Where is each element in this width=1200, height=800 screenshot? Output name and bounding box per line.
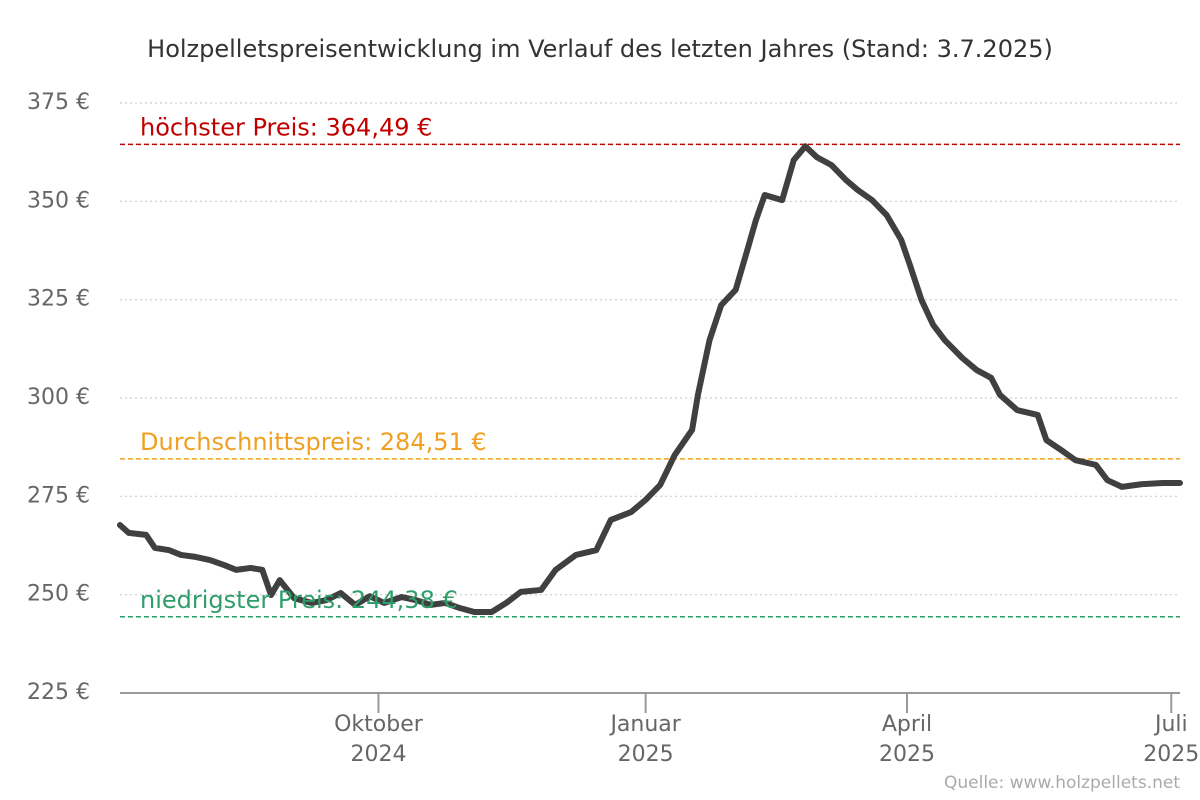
x-tick-label: April 2025 [879,712,935,767]
y-tick-label: 300 € [27,385,90,410]
x-tick-label-line: Januar [608,712,681,737]
x-tick-label: Oktober 2024 [334,712,424,767]
y-tick-label: 325 € [27,287,90,312]
source: Quelle: www.holzpellets.net [944,773,1180,793]
y-tick-label: 275 € [27,483,90,508]
x-tick-label-line: Oktober [334,712,424,737]
reference-label: niedrigster Preis: 244,38 € [140,586,458,614]
x-tick-label-line: 2024 [350,742,406,767]
x-tick-label: Juli 2025 [1143,712,1199,767]
reference-label: höchster Preis: 364,49 € [140,113,432,141]
x-tick-label-line: 2025 [879,742,935,767]
y-tick-label: 350 € [27,188,90,213]
x-tick-label-line: 2025 [1143,742,1199,767]
y-tick-label: 225 € [27,680,90,705]
y-tick-label: 375 € [27,90,90,115]
x-tick-label-line: April [882,712,932,737]
x-tick-label-line: Juli [1153,712,1188,737]
reference-label: Durchschnittspreis: 284,51 € [140,428,487,456]
chart-title: Holzpelletspreisentwicklung im Verlauf d… [147,35,1053,63]
y-tick-label: 250 € [27,582,90,607]
price-line [117,143,1183,615]
x-tick-label-line: 2025 [618,742,674,767]
x-tick-label: Januar 2025 [608,712,681,767]
